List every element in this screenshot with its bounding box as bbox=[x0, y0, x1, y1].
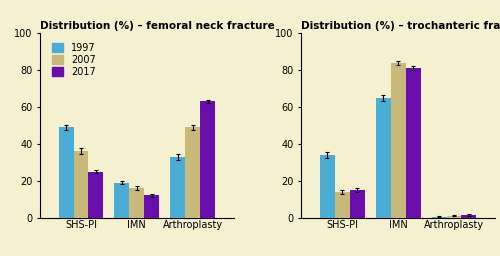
Bar bbox=[74, 151, 88, 218]
Text: Distribution (%) – femoral neck fracture: Distribution (%) – femoral neck fracture bbox=[40, 21, 275, 31]
Bar bbox=[88, 172, 104, 218]
Legend: 1997, 2007, 2017: 1997, 2007, 2017 bbox=[48, 40, 99, 80]
Bar bbox=[406, 68, 420, 218]
Bar bbox=[185, 127, 200, 218]
Bar bbox=[350, 190, 364, 218]
Bar bbox=[446, 216, 462, 218]
Text: Distribution (%) – trochanteric fracture: Distribution (%) – trochanteric fracture bbox=[302, 21, 500, 31]
Bar bbox=[390, 63, 406, 218]
Bar bbox=[432, 217, 446, 218]
Bar bbox=[462, 215, 476, 218]
Bar bbox=[58, 127, 74, 218]
Bar bbox=[144, 196, 159, 218]
Bar bbox=[335, 192, 350, 218]
Bar bbox=[130, 188, 144, 218]
Bar bbox=[376, 98, 390, 218]
Bar bbox=[170, 157, 185, 218]
Bar bbox=[200, 101, 215, 218]
Bar bbox=[320, 155, 335, 218]
Bar bbox=[114, 183, 130, 218]
